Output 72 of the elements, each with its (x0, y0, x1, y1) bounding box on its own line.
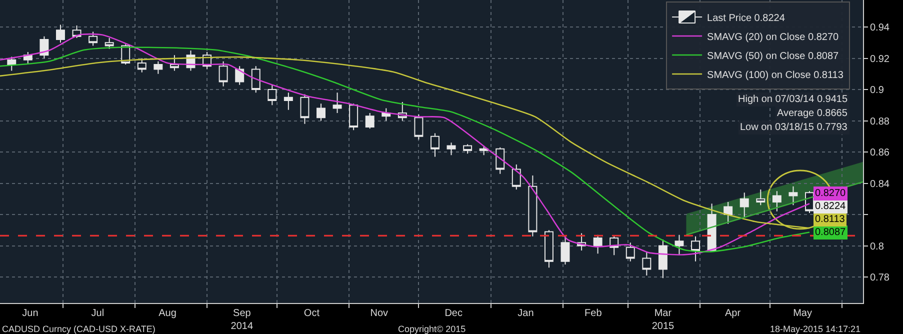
data-label: 0.8270 (815, 188, 846, 199)
candlestick (365, 112, 374, 130)
candlestick (137, 58, 146, 73)
x-tick-label: Jul (91, 308, 104, 319)
candlestick (658, 239, 668, 279)
y-tick-label: 0.84 (870, 178, 890, 190)
candlestick (268, 84, 277, 106)
candlestick (7, 56, 16, 72)
candlestick (170, 54, 179, 72)
candlestick (251, 66, 260, 94)
x-tick-label: Sep 2014 (230, 308, 254, 332)
candlestick (414, 114, 424, 140)
candlestick (512, 164, 521, 190)
legend-label: SMAVG (20) on Close 0.8270 (707, 32, 840, 43)
candlestick (756, 189, 766, 206)
x-tick-label: Jan (518, 308, 534, 319)
candlestick (496, 146, 505, 174)
text: 18-May-2015 14:17:21 (770, 324, 861, 334)
data-label: 0.8113 (815, 214, 846, 225)
candlestick (626, 242, 635, 262)
candlestick (560, 236, 570, 266)
legend-label: SMAVG (100) on Close 0.8113 (707, 70, 844, 81)
candlestick (707, 203, 716, 253)
x-tick-label: Jun (22, 308, 38, 319)
candlestick (56, 24, 65, 44)
candlestick (284, 92, 293, 110)
candlestick (40, 36, 49, 59)
x-tick-label: Nov (370, 308, 388, 319)
candlestick (430, 132, 440, 158)
candlestick (788, 186, 798, 206)
candlestick (642, 252, 652, 276)
candlestick (154, 60, 163, 74)
candlestick (674, 234, 684, 256)
y-tick-label: 0.8 (870, 241, 884, 252)
x-tick-label: Dec (444, 308, 462, 319)
candlestick (332, 92, 342, 114)
candlestick (544, 230, 554, 268)
y-tick-label: 0.92 (870, 54, 890, 65)
annotation: Low on 03/18/15 0.7793 (740, 122, 848, 133)
annotation: High on 07/03/14 0.9415 (738, 94, 848, 105)
y-tick-label: 0.9 (870, 85, 884, 96)
candlestick (772, 190, 782, 212)
candlestick (740, 192, 749, 218)
x-tick-label: Aug (158, 308, 176, 319)
candlestick (300, 94, 310, 124)
candlestick (235, 66, 244, 86)
x-tick-label: May (793, 308, 812, 319)
candlestick (316, 103, 326, 122)
text: Copyright© 2015 (398, 324, 466, 334)
candlestick (691, 236, 700, 262)
candlestick (463, 144, 472, 154)
legend-label: Last Price 0.8224 (707, 12, 786, 24)
y-tick-label: 0.94 (870, 22, 890, 34)
candlestick (593, 234, 602, 254)
annotation: Average 0.8665 (777, 108, 848, 119)
x-tick-label: Apr (724, 308, 742, 319)
x-tick-label: Oct (304, 308, 320, 319)
text: 0.8224 (815, 201, 846, 212)
candlestick (528, 174, 538, 237)
y-tick-label: 0.88 (870, 116, 890, 128)
candlestick (724, 202, 733, 224)
candlestick (104, 37, 114, 50)
candlestick (88, 31, 98, 46)
text: CADUSD Curncy (CAD-USD X-RATE) (2, 324, 156, 334)
y-tick-label: 0.86 (870, 148, 890, 159)
candlestick (446, 142, 456, 156)
x-tick-label: Mar 2015 (652, 308, 675, 332)
y-tick-label: 0.78 (870, 272, 890, 284)
legend-label: SMAVG (50) on Close 0.8087 (707, 50, 840, 62)
candlestick (218, 60, 228, 87)
x-tick-label: Feb (584, 308, 602, 319)
data-label: 0.8087 (815, 227, 846, 238)
